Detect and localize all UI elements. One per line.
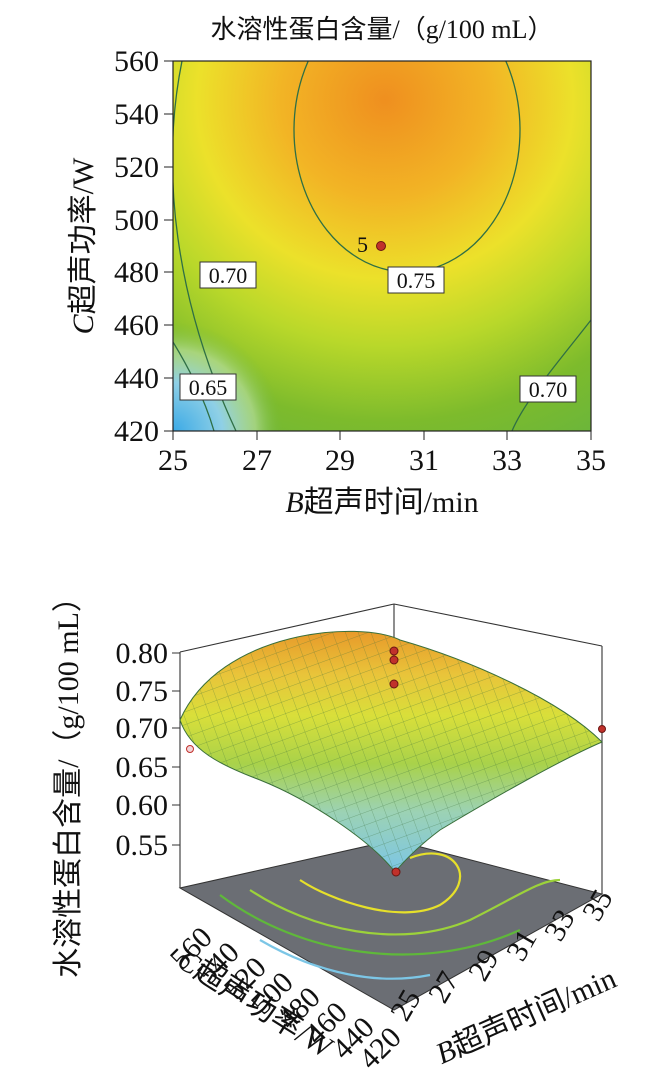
contour-x-tick: 29 <box>325 444 355 477</box>
design-point-label: 5 <box>357 232 368 257</box>
contour-y-tick: 500 <box>114 204 159 237</box>
contour-x-tick: 31 <box>409 444 439 477</box>
surface-z-tick: 0.65 <box>116 751 169 784</box>
contour-y-tick: 560 <box>114 45 159 78</box>
surface-z-tick: 0.55 <box>116 829 169 862</box>
surface-z-axis: 0.80 0.75 0.70 0.65 0.60 0.55 <box>116 637 180 862</box>
surface-chart: 0.80 0.75 0.70 0.65 0.60 0.55 水溶性蛋白含量/（g… <box>52 582 621 1076</box>
contour-label-070-right: 0.70 <box>519 375 577 403</box>
svg-text:0.70: 0.70 <box>529 377 568 402</box>
contour-chart: 水溶性蛋白含量/（g/100 mL） 0.75 0.70 0.70 0.65 5 <box>67 15 606 519</box>
contour-y-tick: 520 <box>114 151 159 184</box>
surface-points <box>186 646 606 877</box>
design-point <box>376 241 386 251</box>
surface-point <box>389 655 399 665</box>
surface-b-title: B超声时间/min <box>431 962 621 1071</box>
surface-z-tick: 0.60 <box>116 789 169 822</box>
surface-point <box>186 745 194 753</box>
response-surface <box>179 630 603 873</box>
surface-z-tick: 0.75 <box>116 675 169 708</box>
contour-y-title: C超声功率/W <box>67 157 100 334</box>
contour-y-tick: 420 <box>114 415 159 448</box>
svg-text:0.65: 0.65 <box>189 375 228 400</box>
contour-y-tick: 540 <box>114 98 159 131</box>
contour-x-title: B超声时间/min <box>285 486 478 519</box>
surface-point <box>389 646 399 656</box>
surface-point <box>391 867 401 877</box>
svg-text:0.70: 0.70 <box>209 263 248 288</box>
contour-label-065: 0.65 <box>179 373 237 401</box>
surface-z-title: 水溶性蛋白含量/（g/100 mL） <box>52 582 85 978</box>
contour-x-axis: 25 27 29 31 33 35 <box>158 431 606 477</box>
contour-y-tick: 440 <box>114 362 159 395</box>
contour-label-070-left: 0.70 <box>199 261 257 289</box>
contour-label-075: 0.75 <box>387 266 445 294</box>
svg-text:0.75: 0.75 <box>397 268 436 293</box>
surface-z-tick: 0.80 <box>116 637 169 670</box>
contour-x-tick: 25 <box>158 444 188 477</box>
surface-z-tick: 0.70 <box>116 712 169 745</box>
contour-title: 水溶性蛋白含量/（g/100 mL） <box>210 15 553 44</box>
surface-point <box>389 679 399 689</box>
surface-point <box>598 725 606 733</box>
contour-x-tick: 35 <box>576 444 606 477</box>
contour-x-tick: 33 <box>492 444 522 477</box>
surface-floor <box>178 839 604 1011</box>
contour-y-tick: 460 <box>114 309 159 342</box>
contour-y-tick: 480 <box>114 256 159 289</box>
contour-frame <box>172 60 592 432</box>
contour-y-axis: 560 540 520 500 480 460 440 420 <box>114 45 173 448</box>
contour-x-tick: 27 <box>242 444 272 477</box>
surface-floor-contours <box>219 852 561 980</box>
